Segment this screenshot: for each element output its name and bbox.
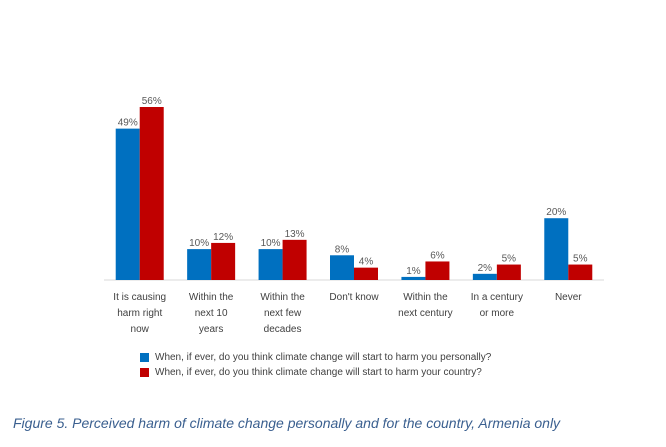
figure-caption: Figure 5. Perceived harm of climate chan…	[13, 415, 561, 431]
data-label-personal-0: 49%	[118, 118, 138, 129]
category-label-6: Never	[555, 292, 582, 303]
category-label-4: Within the next century	[398, 292, 452, 319]
bar-personal-1	[187, 249, 212, 280]
bar-personal-6	[544, 218, 569, 280]
category-label-2: Within the next few decades	[260, 292, 305, 335]
legend-swatch-country	[140, 368, 149, 377]
legend-label-personal: When, if ever, do you think climate chan…	[155, 352, 492, 363]
category-label-5: In a century or more	[471, 292, 523, 319]
data-label-personal-4: 1%	[406, 266, 421, 277]
legend-swatch-personal	[140, 353, 149, 362]
bar-country-0	[139, 107, 164, 280]
data-label-personal-2: 10%	[261, 238, 281, 249]
category-label-1: Within the next 10 years	[189, 292, 234, 335]
data-label-country-6: 5%	[573, 254, 588, 265]
data-label-country-1: 12%	[213, 232, 233, 243]
data-label-country-5: 5%	[502, 254, 517, 265]
legend-item-country: When, if ever, do you think climate chan…	[140, 365, 491, 380]
bar-country-6	[568, 264, 593, 280]
bar-country-1	[211, 242, 236, 280]
data-label-personal-1: 10%	[189, 238, 209, 249]
data-label-personal-3: 8%	[335, 244, 350, 255]
bar-personal-4	[401, 276, 426, 280]
data-label-country-0: 56%	[142, 96, 162, 107]
bar-personal-2	[258, 249, 283, 280]
data-label-personal-5: 2%	[478, 263, 493, 274]
category-label-0: It is causing harm right now	[113, 292, 166, 335]
bar-personal-5	[472, 273, 497, 280]
legend-item-personal: When, if ever, do you think climate chan…	[140, 350, 491, 365]
legend-label-country: When, if ever, do you think climate chan…	[155, 367, 482, 378]
bar-country-2	[282, 239, 307, 280]
bar-country-3	[354, 267, 378, 280]
category-label-3: Don't know	[329, 292, 379, 303]
data-label-country-3: 4%	[359, 257, 374, 268]
data-label-personal-6: 20%	[546, 207, 566, 218]
bar-country-4	[425, 261, 450, 280]
data-label-country-2: 13%	[285, 229, 305, 240]
bar-personal-0	[115, 128, 140, 280]
bar-country-5	[496, 264, 521, 280]
bar-personal-3	[330, 255, 354, 280]
legend: When, if ever, do you think climate chan…	[140, 350, 491, 380]
data-label-country-4: 6%	[430, 250, 445, 261]
